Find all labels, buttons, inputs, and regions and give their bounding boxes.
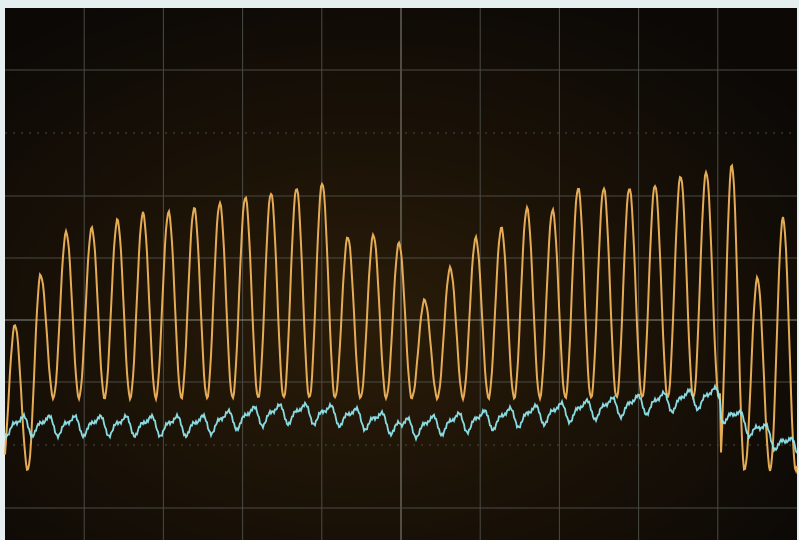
oscilloscope-screen — [0, 0, 799, 540]
page: (() => { JSON.parse(document.getElementB… — [0, 0, 799, 540]
